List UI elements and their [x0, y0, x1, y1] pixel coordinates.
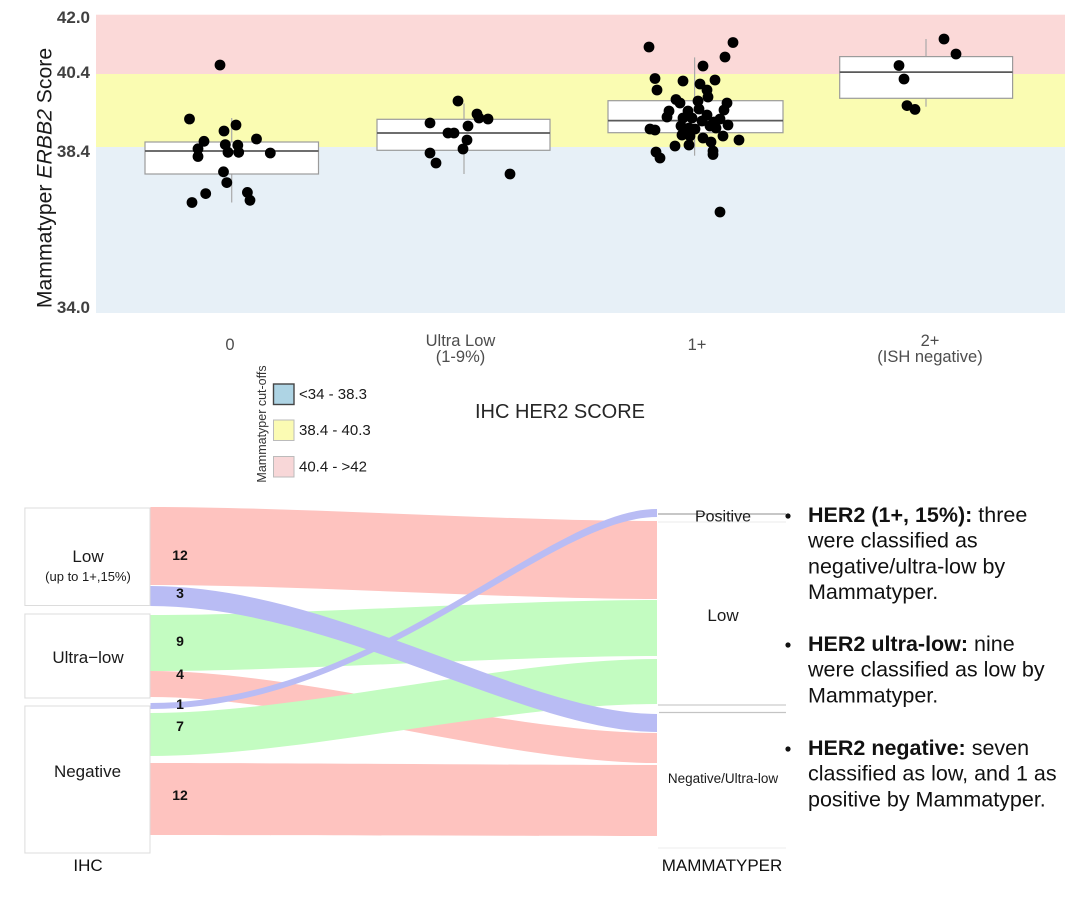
svg-text:1: 1	[176, 696, 184, 712]
svg-text:were classified as: were classified as	[807, 529, 978, 553]
svg-text:4: 4	[176, 666, 184, 682]
svg-text:positive by Mammatyper.: positive by Mammatyper.	[808, 787, 1046, 811]
svg-text:HER2 (1+, 15%): three: HER2 (1+, 15%): three	[808, 503, 1027, 527]
svg-text:were classified as low by: were classified as low by	[807, 658, 1045, 682]
svg-text:40.4 - >42: 40.4 - >42	[299, 459, 367, 476]
svg-text:3: 3	[176, 585, 184, 601]
svg-text:38.4: 38.4	[57, 142, 91, 161]
svg-text:Ultra−low: Ultra−low	[52, 648, 124, 667]
svg-text:Positive: Positive	[695, 509, 751, 526]
svg-text:IHC HER2 SCORE: IHC HER2 SCORE	[475, 401, 645, 423]
svg-text:<34 - 38.3: <34 - 38.3	[299, 386, 367, 403]
svg-text:(1-9%): (1-9%)	[436, 348, 486, 366]
svg-text:HER2 negative: seven: HER2 negative: seven	[808, 736, 1029, 760]
svg-text:40.4: 40.4	[57, 63, 91, 82]
svg-text:2+: 2+	[921, 332, 940, 350]
svg-text:38.4 - 40.3: 38.4 - 40.3	[299, 422, 371, 439]
svg-text:Mammatyper ERBB2 Score: Mammatyper ERBB2 Score	[34, 48, 57, 308]
svg-text:(ISH negative): (ISH negative)	[877, 348, 982, 366]
svg-text:Negative/Ultra-low: Negative/Ultra-low	[668, 771, 779, 786]
svg-text:MAMMATYPER: MAMMATYPER	[662, 856, 783, 875]
svg-text:Negative: Negative	[54, 762, 121, 781]
svg-text:1+: 1+	[688, 336, 707, 354]
svg-text:Ultra Low: Ultra Low	[426, 332, 496, 350]
svg-text:Low: Low	[72, 547, 104, 566]
svg-text:12: 12	[172, 547, 188, 563]
svg-text:Mammatyper cut-offs: Mammatyper cut-offs	[255, 365, 269, 482]
svg-text:7: 7	[176, 718, 184, 734]
svg-text:Mammatyper.: Mammatyper.	[808, 580, 938, 604]
svg-text:0: 0	[225, 336, 234, 354]
svg-text:HER2 ultra-low: nine: HER2 ultra-low: nine	[808, 632, 1015, 656]
svg-text:classified as low, and 1 as: classified as low, and 1 as	[808, 762, 1057, 786]
svg-text:(up to 1+,15%): (up to 1+,15%)	[45, 569, 131, 584]
svg-text:Low: Low	[707, 606, 739, 625]
svg-text:12: 12	[172, 787, 188, 803]
svg-text:34.0: 34.0	[57, 298, 90, 317]
svg-text:negative/ultra-low by: negative/ultra-low by	[808, 554, 1005, 578]
svg-text:9: 9	[176, 633, 184, 649]
svg-text:Mammatyper.: Mammatyper.	[808, 683, 938, 707]
svg-text:42.0: 42.0	[57, 8, 90, 27]
svg-text:IHC: IHC	[73, 856, 102, 875]
